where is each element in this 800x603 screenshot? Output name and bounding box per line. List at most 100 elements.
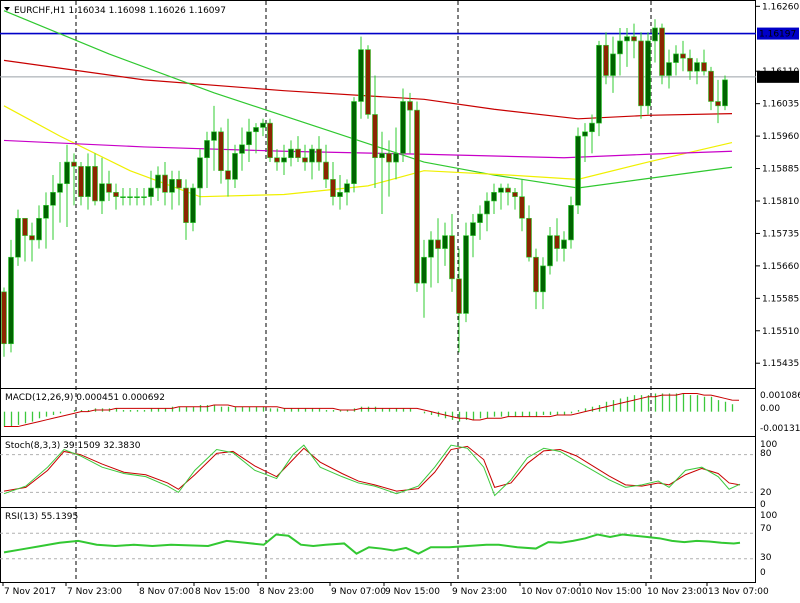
candle-body: [134, 196, 140, 198]
candle-body: [533, 256, 539, 293]
candle-body: [120, 196, 126, 198]
candle-body: [547, 235, 553, 267]
candle-body: [568, 205, 574, 241]
macd-label: MACD(12,26,9) 0.000451 0.000692: [5, 393, 165, 403]
candle-body: [281, 157, 287, 163]
candle-body: [253, 127, 259, 133]
moving-average-line: [3, 59, 733, 120]
rsi-line: [3, 533, 741, 555]
candle-body: [554, 235, 560, 249]
horizontal-line-price-tag: 1.16197: [759, 30, 796, 40]
candle-body: [197, 157, 203, 189]
candle-body: [491, 192, 497, 202]
candle-body: [309, 148, 315, 163]
candle-body: [575, 135, 581, 206]
candle-body: [1, 291, 7, 345]
time-axis-label: 13 Nov 07:00: [708, 587, 769, 597]
rsi-series: [3, 533, 741, 555]
stoch-tick-100: 100: [760, 440, 777, 450]
candle-body: [484, 200, 490, 215]
candle-body: [162, 174, 168, 193]
candle-body: [260, 122, 266, 128]
candle-body: [526, 217, 532, 258]
time-axis-label: 10 Nov 23:00: [647, 587, 708, 597]
time-axis-labels: 7 Nov 2017 7 Nov 23:00 8 Nov 07:00 8 Nov 15…: [2, 582, 769, 597]
candle-body: [274, 157, 280, 163]
candle-body: [190, 187, 196, 223]
rsi-tick-0: 0: [760, 568, 766, 578]
candle-body: [715, 101, 721, 107]
candle-body: [22, 217, 28, 236]
stoch-tick-20: 20: [760, 488, 772, 498]
candle-body: [267, 122, 273, 159]
candle-body: [498, 187, 504, 193]
candle-body: [78, 166, 84, 197]
candle-body: [638, 40, 644, 107]
candle-body: [302, 157, 308, 163]
candle-body: [561, 239, 567, 249]
candle-body: [519, 196, 525, 219]
candle-body: [596, 44, 602, 124]
candle-body: [421, 256, 427, 284]
candle-body: [99, 183, 105, 202]
stoch-tick-0: 0: [760, 500, 766, 510]
candle-body: [617, 40, 623, 55]
macd-signal-line: [4, 392, 740, 428]
price-axis-label: 1.15735: [762, 229, 799, 239]
candle-body: [225, 170, 231, 180]
candle-body: [218, 131, 224, 172]
time-axis-label: 9 Nov 15:00: [385, 587, 440, 597]
candle-body: [603, 44, 609, 76]
macd-tick-min: -0.001318: [760, 424, 800, 434]
candle-body: [673, 53, 679, 63]
candle-body: [43, 205, 49, 219]
price-axis-label: 1.15585: [762, 294, 799, 304]
moving-average-line: [3, 10, 733, 189]
stochastic-series: [3, 444, 741, 497]
candle-body: [680, 53, 686, 59]
time-axis-label: 7 Nov 23:00: [67, 587, 122, 597]
candle-body: [316, 148, 322, 163]
candle-body: [463, 235, 469, 314]
horizontal-line-price-tag-bg: [757, 27, 799, 40]
macd-tick-zero: 0.00: [760, 404, 780, 414]
stoch-signal-line: [3, 445, 741, 492]
candle-body: [666, 62, 672, 76]
candle-body: [211, 131, 217, 141]
candle-body: [183, 187, 189, 223]
candle-body: [414, 109, 420, 284]
price-axis-label: 1.16035: [762, 100, 799, 110]
stoch-tick-80: 80: [760, 449, 772, 459]
candle-body: [582, 131, 588, 137]
candle-body: [645, 40, 651, 107]
price-axis-label: 1.16260: [762, 2, 799, 12]
time-axis-label: 8 Nov 07:00: [139, 587, 194, 597]
candle-body: [323, 161, 329, 180]
candle-body: [708, 70, 714, 102]
candle-body: [358, 49, 364, 102]
price-axis-label: 1.15885: [762, 165, 799, 175]
candle-body: [687, 57, 693, 72]
candle-body: [407, 101, 413, 111]
dropdown-arrow-icon[interactable]: [4, 7, 10, 11]
candle-body: [435, 239, 441, 249]
moving-averages: [3, 10, 733, 198]
candle-body: [365, 49, 371, 115]
candle-body: [477, 213, 483, 223]
candle-body: [701, 62, 707, 72]
macd-tick-max: 0.001086: [760, 391, 800, 401]
time-axis-label: 8 Nov 15:00: [195, 587, 250, 597]
candle-body: [393, 153, 399, 163]
current-price-tag: 1.16097: [759, 73, 796, 83]
price-axis-label: 1.15435: [762, 359, 799, 369]
stoch-main-line: [3, 444, 741, 497]
candle-body: [36, 217, 42, 241]
rsi-tick-30: 30: [760, 553, 772, 563]
price-axis-label: 1.15960: [762, 132, 799, 142]
candle-body: [85, 166, 91, 197]
candle-body: [176, 179, 182, 189]
price-axis-label: 1.15810: [762, 197, 799, 207]
candle-body: [379, 153, 385, 159]
